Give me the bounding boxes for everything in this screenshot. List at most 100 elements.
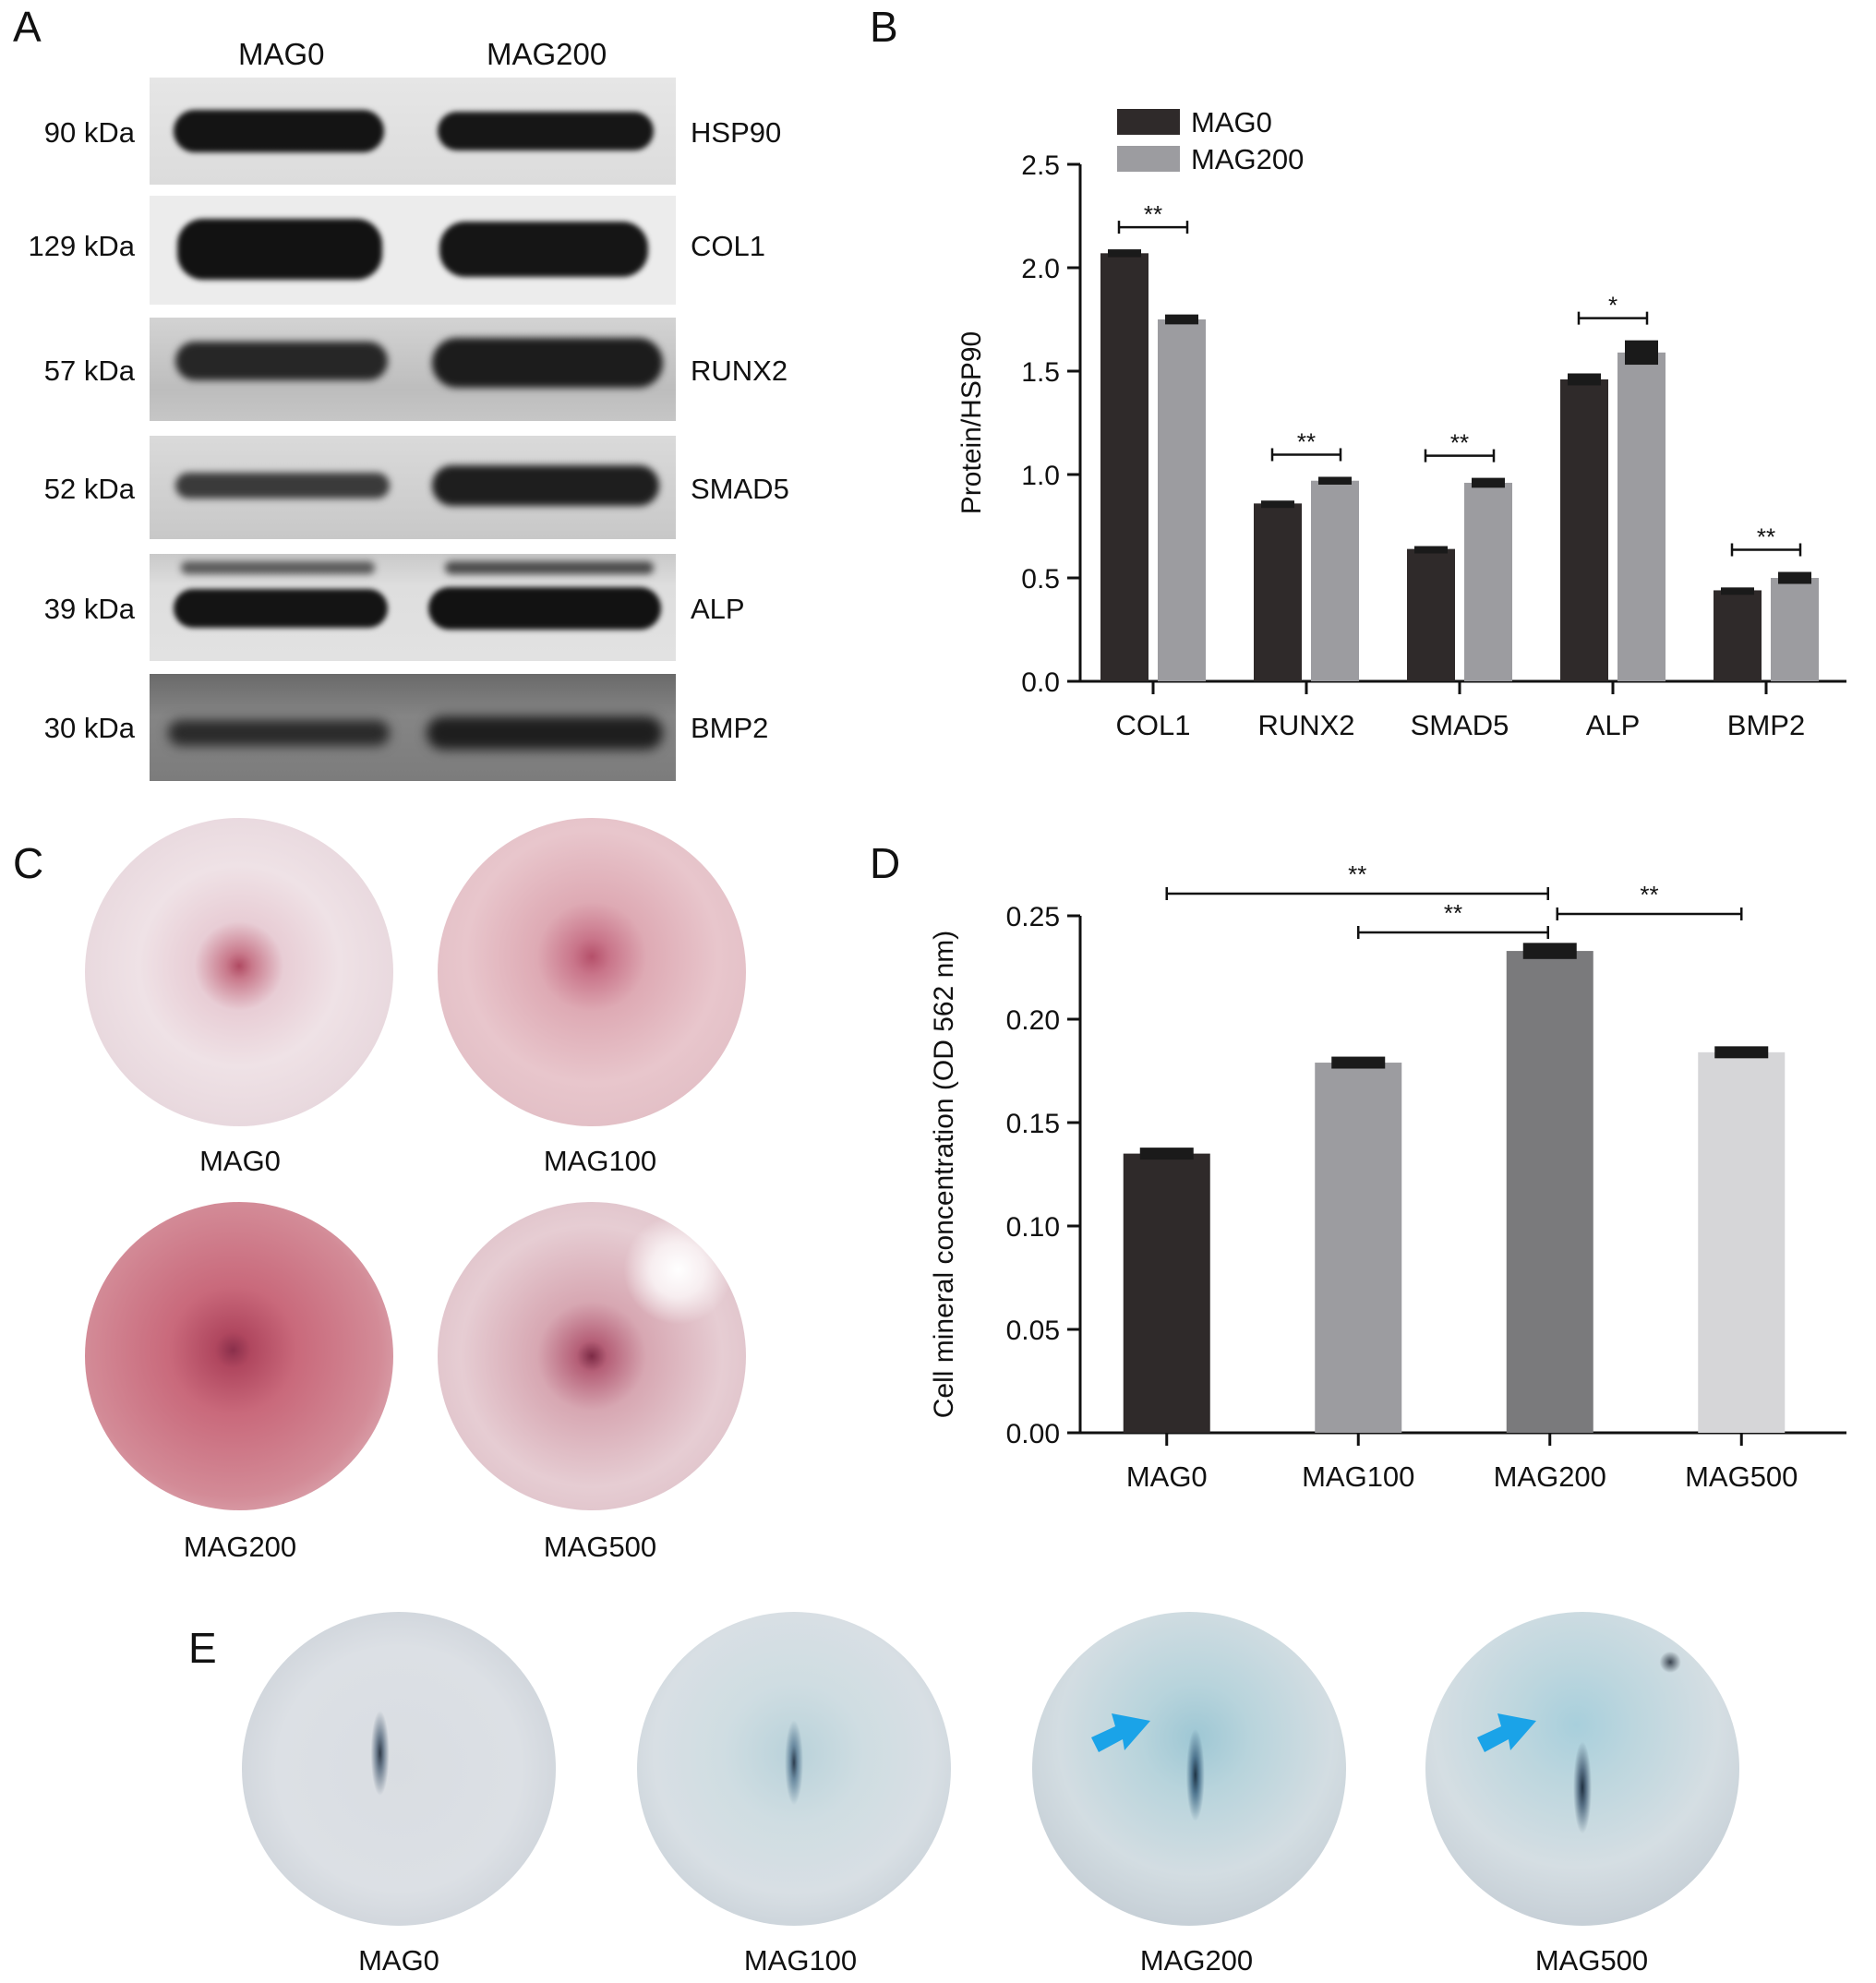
significance-label: ** [1640,881,1658,908]
blot-strip-col1 [150,196,676,305]
dish-label: MAG500 [1534,1944,1649,1977]
y-tick-label: 2.0 [1021,254,1060,284]
error-bar [1721,587,1754,595]
error-bar [1139,1148,1194,1160]
y-tick-label: 0.05 [1006,1316,1060,1346]
ars-dish-mag0 [85,818,393,1126]
y-tick-label: 0.20 [1006,1005,1060,1036]
x-tick-label: COL1 [1116,709,1191,741]
legend-swatch [1117,146,1180,172]
blue-arrow-icon [1091,1713,1150,1752]
error-bar [1778,571,1811,584]
y-axis-label: Cell mineral concentration (OD 562 nm) [929,931,959,1419]
error-bar [1414,546,1448,554]
x-tick-label: MAG0 [1126,1460,1208,1493]
dish-label: MAG500 [543,1531,657,1563]
protein-label: RUNX2 [691,355,788,387]
bar [1617,352,1666,681]
error-bar [1714,1046,1769,1059]
ars-dish-mag100 [438,818,746,1126]
dish-label: MAG200 [183,1531,297,1563]
bar [1464,482,1512,681]
blot-strip-smad5 [150,436,676,539]
lane-label-mag200: MAG200 [487,37,607,71]
dish-label: MAG0 [358,1944,439,1977]
blue-arrow-icon [1477,1713,1536,1752]
x-tick-label: MAG200 [1494,1460,1606,1493]
panel-c-letter: C [13,839,44,887]
y-tick-label: 1.5 [1021,357,1060,388]
protein-label: HSP90 [691,116,782,149]
x-tick-label: ALP [1586,709,1641,741]
significance-label: ** [1450,429,1469,457]
bar [1560,379,1608,681]
kda-label: 39 kDa [43,593,135,625]
kda-label: 57 kDa [43,355,135,387]
error-bar [1261,500,1294,509]
alp-dish-mag100 [637,1612,951,1926]
blot-strip-hsp90 [150,78,676,185]
y-tick-label: 1.0 [1021,461,1060,491]
kda-label: 90 kDa [43,116,135,149]
error-bar [1108,249,1141,258]
bar [1123,1153,1210,1433]
blot-band [432,338,663,388]
blot-band [175,342,388,380]
y-tick-label: 0.15 [1006,1109,1060,1139]
alp-dish-mag500 [1425,1612,1739,1926]
legend-label: MAG0 [1191,106,1272,138]
blot-band [174,110,384,152]
y-tick-label: 0.00 [1006,1419,1060,1449]
alp-dish-mag200 [1032,1612,1346,1926]
protein-label: BMP2 [691,712,769,744]
protein-label: ALP [691,593,745,625]
protein-expression-chart: 0.0 0.5 1.0 1.5 2.0 2.5 Protein/HSP90 COL1 ** RUN… [956,106,1846,741]
bar [1698,1052,1786,1433]
blot-band [445,561,654,574]
blot-band [427,716,663,750]
error-bar [1625,340,1658,366]
panel-a-letter: A [13,3,42,51]
protein-label: COL1 [691,230,765,262]
bar [1100,253,1148,681]
bar [1254,503,1302,681]
y-tick-label: 0.25 [1006,902,1060,932]
blot-band [181,561,375,574]
dish-label: MAG200 [1139,1944,1254,1977]
blot-strip-bmp2 [150,674,676,781]
significance-label: ** [1757,523,1775,551]
panel-b-letter: B [870,3,898,51]
dish-label: MAG100 [543,1145,657,1177]
blot-band [428,587,661,630]
bar [1158,319,1206,681]
significance-label: ** [1297,427,1316,455]
error-bar [1522,943,1577,959]
alp-dish-mag0 [242,1612,556,1926]
bar [1506,951,1593,1433]
blot-band [439,222,648,277]
y-tick-label: 0.0 [1021,667,1060,698]
bar [1714,590,1762,681]
kda-label: 52 kDa [43,473,135,505]
dish-label: MAG100 [743,1944,858,1977]
dish-label: MAG0 [199,1145,281,1177]
significance-label: * [1608,292,1617,319]
blot-strip-runx2 [150,318,676,421]
error-bar [1331,1056,1386,1069]
bar [1771,578,1819,681]
bar [1311,480,1359,681]
x-tick-label: MAG500 [1685,1460,1798,1493]
x-tick-label: MAG100 [1302,1460,1414,1493]
x-tick-label: BMP2 [1727,709,1805,741]
bar [1407,548,1455,681]
protein-label: SMAD5 [691,473,789,505]
legend-label: MAG200 [1191,143,1304,175]
mineral-concentration-chart: 0.00 0.05 0.10 0.15 0.20 0.25 Cell mineral con… [929,860,1846,1493]
y-axis-label: Protein/HSP90 [956,331,987,514]
error-bar [1318,476,1352,485]
significance-label: ** [1144,200,1162,228]
kda-label: 129 kDa [28,230,135,262]
blot-band [438,112,654,150]
kda-label: 30 kDa [43,712,135,744]
error-bar [1165,314,1198,325]
